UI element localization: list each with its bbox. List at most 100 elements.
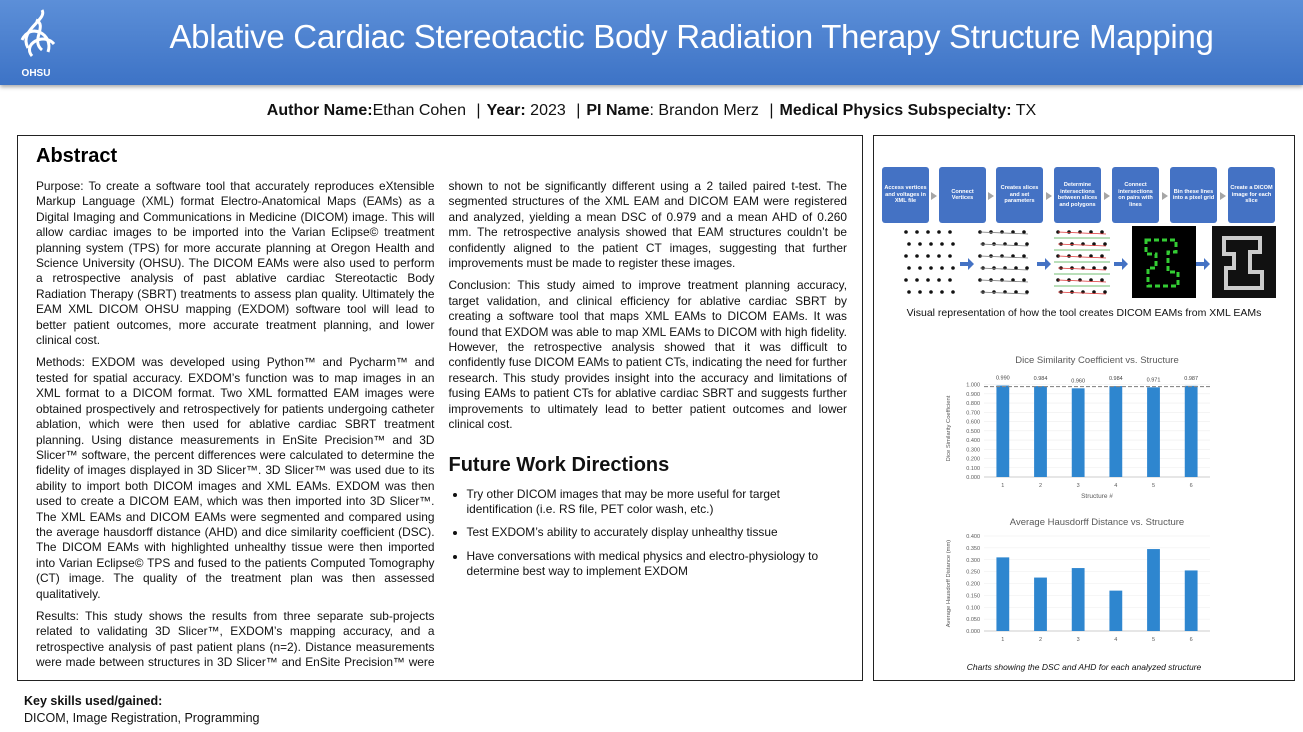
link bbox=[1057, 231, 1107, 235]
y-tick-label: 0.100 bbox=[966, 466, 980, 472]
y-tick-label: 1.000 bbox=[966, 383, 980, 389]
dot bbox=[918, 266, 922, 270]
dot bbox=[1067, 278, 1071, 282]
x-tick-label: 5 bbox=[1152, 483, 1155, 489]
y-tick-label: 0.400 bbox=[966, 438, 980, 444]
dot bbox=[1070, 242, 1074, 246]
author-value: Ethan Cohen bbox=[372, 102, 466, 119]
dot bbox=[1025, 266, 1029, 270]
dot bbox=[989, 230, 993, 234]
dot bbox=[1067, 254, 1071, 258]
dot bbox=[1011, 230, 1015, 234]
dot bbox=[1070, 290, 1074, 294]
ahd-chart: Average Hausdorff Distance vs. Structure… bbox=[946, 517, 1210, 643]
dot bbox=[929, 242, 933, 246]
flow-step: Access vertices and voltages in XML file bbox=[882, 167, 929, 223]
banner: OHSU Ablative Cardiac Stereotactic Body … bbox=[0, 0, 1303, 85]
dot bbox=[915, 230, 919, 234]
bar bbox=[1147, 387, 1160, 477]
dot bbox=[992, 290, 996, 294]
abstract-heading: Abstract bbox=[36, 145, 118, 167]
dot bbox=[989, 278, 993, 282]
charts-caption: Charts showing the DSC and AHD for each … bbox=[966, 662, 1202, 672]
separator: | bbox=[576, 102, 581, 119]
dot bbox=[992, 266, 996, 270]
flow-step: Creates slices and set parameters bbox=[996, 167, 1043, 223]
title: Ablative Cardiac Stereotactic Body Radia… bbox=[169, 18, 1214, 55]
dot bbox=[907, 266, 911, 270]
y-tick-label: 0.700 bbox=[966, 410, 980, 416]
author-label: Medical Physics Subspecialty: bbox=[779, 102, 1012, 119]
dot bbox=[1014, 242, 1018, 246]
dot bbox=[907, 242, 911, 246]
dot bbox=[1092, 266, 1096, 270]
dot bbox=[1100, 278, 1104, 282]
abstract-paragraph: Methods: EXDOM was developed using Pytho… bbox=[36, 355, 435, 601]
bar bbox=[1184, 385, 1198, 477]
chart-title: Average Hausdorff Distance vs. Structure bbox=[1010, 517, 1184, 528]
dot bbox=[940, 290, 944, 294]
x-tick-label: 2 bbox=[1039, 483, 1042, 489]
bar bbox=[1034, 577, 1047, 631]
author-label: Author Name: bbox=[266, 102, 373, 119]
dot bbox=[926, 278, 930, 282]
skills-heading: Key skills used/gained: bbox=[24, 694, 163, 708]
flow-step: Bin these lines into a pixel grid bbox=[1170, 167, 1217, 223]
x-tick-label: 3 bbox=[1077, 483, 1080, 489]
link bbox=[979, 279, 1029, 283]
dot bbox=[907, 290, 911, 294]
dot bbox=[1014, 266, 1018, 270]
x-tick-label: 6 bbox=[1190, 637, 1193, 643]
x-tick-label: 4 bbox=[1114, 637, 1117, 643]
link bbox=[1057, 243, 1107, 247]
y-tick-label: 0.600 bbox=[966, 420, 980, 426]
value-label: 0.984 bbox=[1034, 376, 1048, 382]
separator: | bbox=[476, 102, 481, 119]
future-work-item: Try other DICOM images that may be more … bbox=[467, 487, 848, 518]
dot bbox=[1100, 230, 1104, 234]
flow-arrow bbox=[1220, 192, 1226, 200]
x-tick-label: 1 bbox=[1001, 483, 1004, 489]
y-tick-label: 0.250 bbox=[966, 570, 980, 576]
value-label: 0.984 bbox=[1109, 376, 1123, 382]
flow-arrow bbox=[988, 192, 994, 200]
link bbox=[979, 255, 1029, 259]
y-tick-label: 0.300 bbox=[966, 558, 980, 564]
arrow bbox=[1196, 258, 1210, 270]
bar bbox=[1109, 386, 1123, 477]
skills-text: DICOM, Image Registration, Programming bbox=[24, 711, 260, 725]
value-label: 0.990 bbox=[996, 376, 1010, 382]
future-work-list: Try other DICOM images that may be more … bbox=[449, 487, 848, 580]
abstract-paragraph: Results: This study shows the results fr… bbox=[36, 179, 847, 670]
dot bbox=[904, 230, 908, 234]
y-tick-label: 0.900 bbox=[966, 392, 980, 398]
logo: OHSU bbox=[20, 9, 56, 79]
dot bbox=[1022, 254, 1026, 258]
dot bbox=[948, 230, 952, 234]
y-tick-label: 0.200 bbox=[966, 582, 980, 588]
dot bbox=[1103, 242, 1107, 246]
logo-text: OHSU bbox=[22, 68, 51, 79]
skills: Key skills used/gained: DICOM, Image Reg… bbox=[24, 693, 260, 727]
flow-step: Connect intersections on pairs with line… bbox=[1112, 167, 1159, 223]
abstract-body: Purpose: To create a software tool that … bbox=[36, 179, 847, 673]
dot bbox=[1089, 278, 1093, 282]
value-label: 0.987 bbox=[1184, 376, 1198, 382]
bar bbox=[1034, 386, 1047, 477]
bar bbox=[1071, 568, 1085, 631]
x-tick-label: 4 bbox=[1114, 483, 1117, 489]
x-tick-label: 6 bbox=[1190, 483, 1193, 489]
dot bbox=[948, 278, 952, 282]
dot bbox=[926, 254, 930, 258]
bar bbox=[1184, 570, 1198, 631]
flowchart-caption: Visual representation of how the tool cr… bbox=[906, 307, 1262, 319]
y-tick-label: 0.300 bbox=[966, 447, 980, 453]
dot bbox=[951, 290, 955, 294]
y-tick-label: 0.500 bbox=[966, 429, 980, 435]
author-value: TX bbox=[1015, 102, 1037, 119]
dot bbox=[929, 290, 933, 294]
author-value: 2023 bbox=[530, 102, 566, 119]
abstract-paragraph: Purpose: To create a software tool that … bbox=[36, 179, 435, 348]
link bbox=[1057, 255, 1107, 259]
figures-panel: Access vertices and voltages in XML file… bbox=[873, 135, 1295, 681]
